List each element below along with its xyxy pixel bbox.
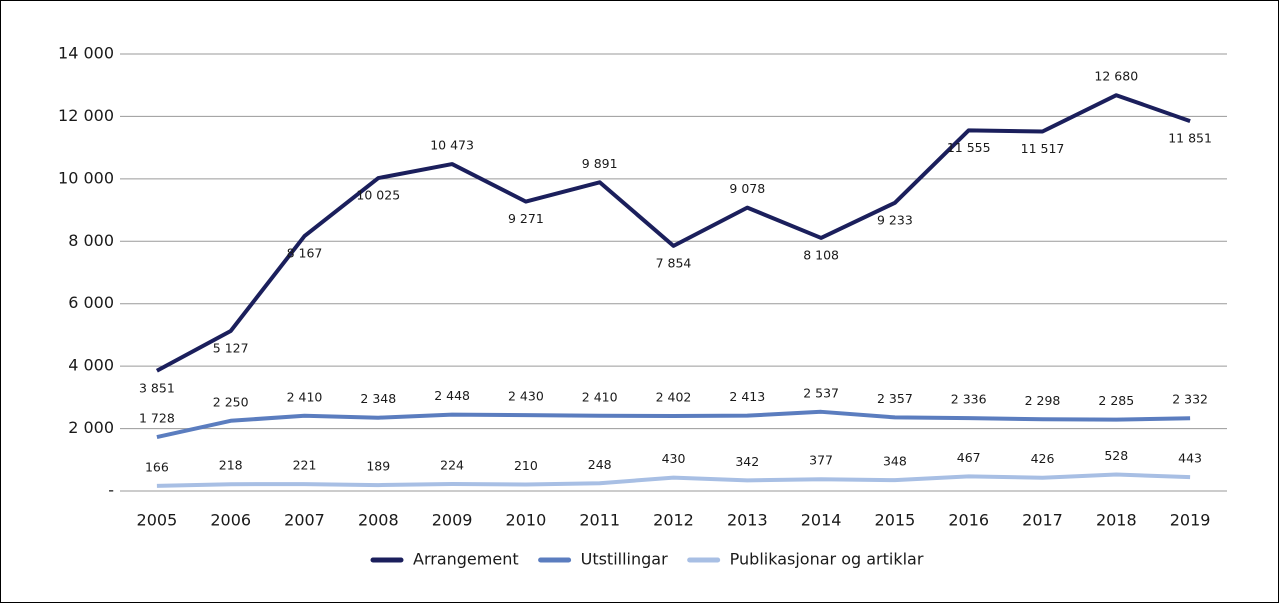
y-tick-label: 12 000 <box>58 106 114 125</box>
data-label: 2 357 <box>877 391 913 406</box>
x-tick-label: 2006 <box>210 511 251 530</box>
data-label: 2 298 <box>1025 393 1061 408</box>
y-tick-label: 2 000 <box>68 418 114 437</box>
data-label: 1 728 <box>139 411 175 426</box>
x-tick-label: 2008 <box>358 511 399 530</box>
x-tick-label: 2007 <box>284 511 325 530</box>
data-label: 10 025 <box>356 188 400 203</box>
data-label: 210 <box>514 458 538 473</box>
data-label: 218 <box>219 458 243 473</box>
data-label: 2 430 <box>508 389 544 404</box>
data-label: 9 233 <box>877 212 913 227</box>
data-label: 467 <box>957 450 981 465</box>
data-label: 8 108 <box>803 247 839 262</box>
x-tick-label: 2019 <box>1170 511 1211 530</box>
y-tick-label: 4 000 <box>68 356 114 375</box>
series-line <box>155 93 1191 373</box>
data-label: 8 167 <box>287 246 323 261</box>
data-label: 2 250 <box>213 394 249 409</box>
y-tick-label: 14 000 <box>58 44 114 63</box>
data-label: 9 271 <box>508 211 544 226</box>
series-line <box>156 409 1191 440</box>
data-label: 12 680 <box>1094 69 1138 84</box>
data-label: 443 <box>1178 451 1202 466</box>
data-label: 426 <box>1031 451 1055 466</box>
x-tick-label: 2015 <box>875 511 916 530</box>
data-label: 2 537 <box>803 385 839 400</box>
data-label: 2 402 <box>656 390 692 405</box>
data-label: 2 348 <box>360 391 396 406</box>
data-label: 11 517 <box>1021 141 1065 156</box>
series-line <box>156 472 1191 488</box>
data-label: 377 <box>809 453 833 468</box>
data-label: 2 332 <box>1172 392 1208 407</box>
data-label: 11 851 <box>1168 131 1212 146</box>
data-label: 2 410 <box>582 389 618 404</box>
data-label: 3 851 <box>139 380 175 395</box>
data-label: 9 891 <box>582 156 618 171</box>
data-label: 348 <box>883 454 907 469</box>
data-label: 248 <box>588 457 612 472</box>
data-label: 2 410 <box>287 389 323 404</box>
data-label: 430 <box>662 451 686 466</box>
y-tick-label: 6 000 <box>68 293 114 312</box>
y-tick-label: - <box>108 481 114 500</box>
data-label: 528 <box>1104 448 1128 463</box>
x-tick-label: 2013 <box>727 511 768 530</box>
x-tick-label: 2017 <box>1022 511 1063 530</box>
data-label: 10 473 <box>430 138 474 153</box>
data-label: 2 413 <box>729 389 765 404</box>
legend-label: Utstillingar <box>581 550 668 569</box>
x-tick-label: 2009 <box>432 511 473 530</box>
data-label: 7 854 <box>656 255 692 270</box>
data-label: 2 285 <box>1098 393 1134 408</box>
data-label: 9 078 <box>729 181 765 196</box>
y-tick-label: 10 000 <box>58 168 114 187</box>
x-tick-label: 2018 <box>1096 511 1137 530</box>
data-label: 5 127 <box>213 340 249 355</box>
data-label: 224 <box>440 458 464 473</box>
x-tick-label: 2014 <box>801 511 842 530</box>
data-label: 221 <box>293 458 317 473</box>
data-label: 2 336 <box>951 392 987 407</box>
data-label: 2 448 <box>434 388 470 403</box>
x-tick-label: 2016 <box>948 511 989 530</box>
data-label: 189 <box>366 459 390 474</box>
data-label: 342 <box>735 454 759 469</box>
data-label: 166 <box>145 459 169 474</box>
x-tick-label: 2005 <box>137 511 178 530</box>
y-tick-label: 8 000 <box>68 231 114 250</box>
x-tick-label: 2010 <box>506 511 547 530</box>
x-tick-label: 2011 <box>579 511 620 530</box>
legend-label: Arrangement <box>413 550 519 569</box>
data-label: 11 555 <box>947 140 991 155</box>
x-tick-label: 2012 <box>653 511 694 530</box>
legend-label: Publikasjonar og artiklar <box>730 550 924 569</box>
